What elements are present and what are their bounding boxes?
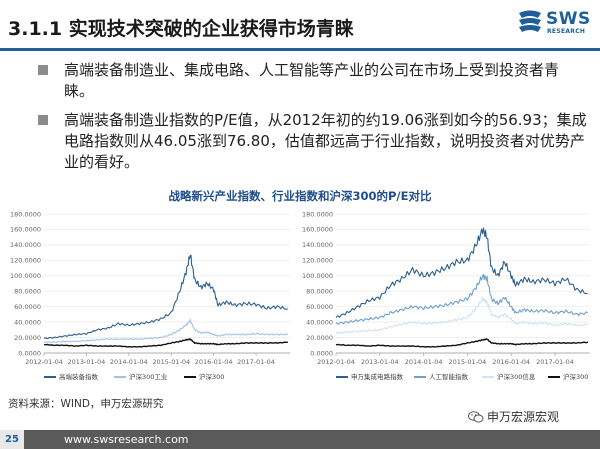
bullet-text: 高端装备制造业指数的P/E值，从2012年初的约19.06涨到如今的56.93；… — [64, 111, 587, 171]
y-tick-label: 120.0000 — [302, 257, 333, 265]
page-number: 25 — [5, 434, 19, 445]
y-tick-label: 120.0000 — [10, 257, 41, 265]
x-tick-label: 2017-01-04 — [237, 358, 275, 366]
chart-title: 战略新兴产业指数、行业指数和沪深300的P/E对比 — [168, 189, 432, 203]
sws-logo-icon — [519, 10, 541, 32]
source-note: 资料来源：WIND，申万宏源研究 — [8, 398, 164, 410]
logo-text: SWS — [546, 9, 591, 29]
page-title: 3.1.1 实现技术突破的企业获得市场青睐 — [8, 18, 354, 40]
bullet-item: 高端装备制造业、集成电路、人工智能等产业的公司在市场上受到投资者青睐。 — [38, 60, 588, 102]
x-tick-label: 2014-01-04 — [405, 358, 443, 366]
bullet-item: 高端装备制造业指数的P/E值，从2012年初的约19.06涨到如今的56.93；… — [38, 110, 588, 173]
legend-label: 人工智能指数 — [429, 372, 469, 381]
logo-subtext: RESEARCH — [547, 28, 586, 35]
x-tick-label: 2013-01-04 — [361, 358, 399, 366]
wechat-label: 申万宏源宏观 — [468, 408, 559, 425]
wechat-icon — [468, 411, 484, 423]
bullet-text: 高端装备制造业、集成电路、人工智能等产业的公司在市场上受到投资者青睐。 — [64, 61, 560, 100]
y-tick-label: 100.0000 — [10, 272, 41, 280]
y-tick-label: 0.0000 — [310, 349, 333, 357]
x-tick-label: 2015-01-04 — [448, 358, 486, 366]
legend-label: 沪深300 — [563, 372, 588, 381]
x-tick-label: 2016-01-04 — [195, 358, 233, 366]
footer-site-link[interactable]: www.swsresearch.com — [64, 433, 189, 446]
y-tick-label: 140.0000 — [10, 241, 41, 249]
y-tick-label: 180.0000 — [302, 210, 333, 218]
y-tick-label: 60.0000 — [306, 303, 333, 311]
y-tick-label: 0.0000 — [18, 349, 41, 357]
series-line — [43, 254, 288, 340]
series-line — [335, 338, 588, 348]
y-tick-label: 20.0000 — [306, 334, 333, 342]
x-tick-label: 2013-01-04 — [68, 358, 106, 366]
chart-right: 0.0000 20.0000 40.0000 60.0000 80.0000 100.00… — [302, 210, 590, 381]
wechat-text: 申万宏源宏观 — [487, 410, 560, 424]
sws-logo: SWS RESEARCH — [516, 6, 596, 42]
y-tick-label: 160.0000 — [10, 226, 41, 234]
y-tick-label: 20.0000 — [14, 334, 41, 342]
x-tick-label: 2012-01-04 — [317, 358, 355, 366]
x-tick-label: 2017-01-04 — [536, 358, 574, 366]
legend-label: 高端装备指数 — [59, 372, 99, 381]
x-tick-label: 2015-01-04 — [152, 358, 190, 366]
legend-label: 沪深300 — [199, 372, 224, 381]
series-line — [335, 273, 589, 325]
y-tick-label: 80.0000 — [306, 288, 333, 296]
y-tick-label: 180.0000 — [10, 210, 41, 218]
y-tick-label: 40.0000 — [14, 318, 41, 326]
chart-left: 0.0000 20.0000 40.0000 60.0000 80.0000 100.00… — [10, 210, 290, 381]
footer-dark-band — [24, 430, 600, 449]
series-line — [335, 296, 588, 334]
series-line — [43, 318, 289, 344]
legend-label: 沪深300工业 — [129, 372, 168, 381]
y-tick-label: 60.0000 — [14, 303, 41, 311]
header-rule — [0, 48, 600, 51]
x-tick-label: 2016-01-04 — [492, 358, 530, 366]
legend-label: 沪深300信息 — [497, 372, 536, 381]
x-tick-label: 2012-01-04 — [25, 358, 63, 366]
y-tick-label: 100.0000 — [302, 272, 333, 280]
y-tick-label: 40.0000 — [306, 318, 333, 326]
bullet-square-icon — [38, 65, 48, 75]
legend-label: 申万集成电路指数 — [351, 372, 404, 381]
series-line — [335, 227, 588, 318]
bullet-square-icon — [38, 115, 48, 125]
y-tick-label: 160.0000 — [302, 226, 333, 234]
x-tick-label: 2014-01-04 — [110, 358, 148, 366]
series-line — [43, 338, 288, 348]
y-tick-label: 80.0000 — [14, 288, 41, 296]
y-tick-label: 140.0000 — [302, 241, 333, 249]
bullet-list: 高端装备制造业、集成电路、人工智能等产业的公司在市场上受到投资者青睐。 高端装备… — [38, 60, 588, 181]
